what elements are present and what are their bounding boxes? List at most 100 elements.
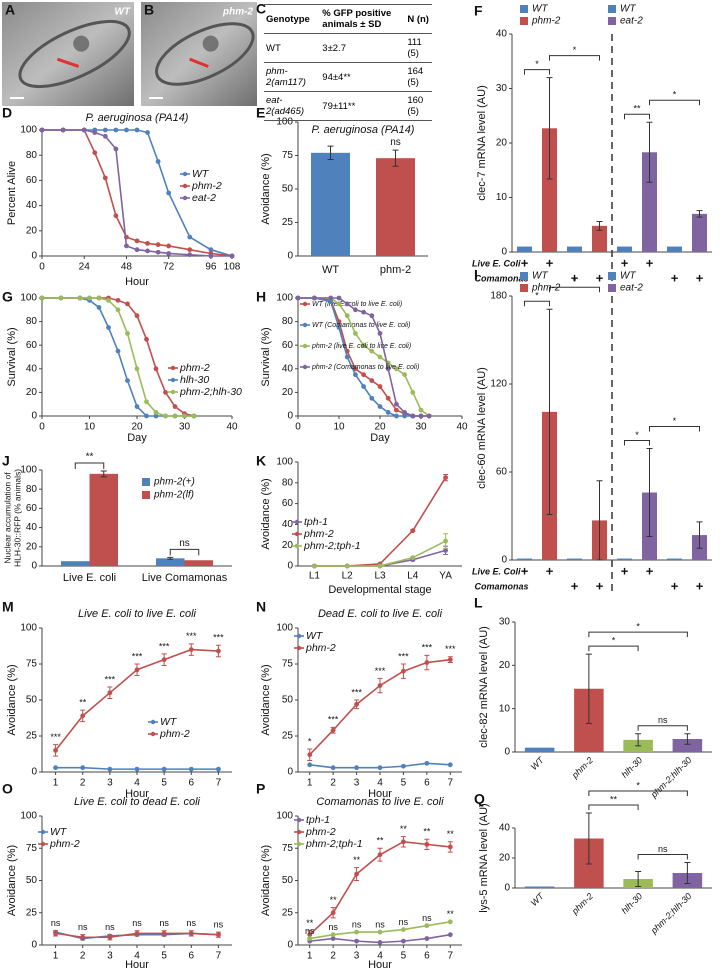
data-point: [418, 407, 424, 413]
x-axis-label: Hour: [368, 788, 392, 800]
data-point: [115, 307, 121, 313]
bar: [156, 558, 185, 566]
y-tick-label: 100: [276, 293, 293, 304]
condition-mark: +: [521, 255, 529, 270]
error-bar: [546, 77, 553, 180]
x-tick-label: 5: [161, 951, 167, 962]
y-axis-label: clec-82 mRNA level (AU): [478, 626, 490, 748]
data-point: [113, 146, 119, 152]
x-tick-label: Live E. coli: [63, 572, 116, 584]
data-point: [172, 404, 178, 409]
significance-label: *: [673, 416, 677, 426]
data-point: [80, 765, 86, 771]
legend-marker: [296, 817, 302, 823]
y-tick-label: 20: [496, 138, 508, 149]
condition-label: Live E. Coli: [472, 258, 521, 268]
y-tick-label: 50: [282, 875, 294, 886]
significance-label: ***: [186, 631, 197, 641]
data-point: [155, 249, 161, 255]
data-point: [107, 934, 113, 940]
significance-label: ns: [132, 918, 142, 928]
condition-mark: +: [646, 255, 654, 270]
bar: [517, 246, 532, 252]
data-point: [330, 932, 336, 938]
significance-label: ***: [159, 641, 170, 651]
table-cell: 160 (5): [405, 91, 432, 121]
condition-mark: +: [546, 563, 554, 578]
x-tick-label: 5: [161, 778, 167, 789]
x-tick-label: YA: [439, 571, 452, 582]
significance-label: **: [423, 827, 431, 837]
data-point: [330, 910, 336, 916]
data-point: [353, 372, 358, 378]
data-point: [77, 295, 83, 301]
significance-label: **: [330, 895, 338, 905]
image-caption: phm-2: [222, 7, 253, 18]
significance-bracket: [649, 99, 700, 106]
data-point: [377, 384, 383, 389]
legend-marker: [302, 364, 308, 370]
x-tick-label: 1: [53, 778, 59, 789]
chart-title: Comamonas to live E. coli: [316, 796, 444, 808]
bar: [667, 246, 682, 252]
data-point: [353, 307, 358, 313]
significance-label: ***: [328, 715, 339, 725]
y-tick-label: 60: [26, 340, 38, 351]
data-point: [163, 413, 168, 419]
series-line: [298, 297, 430, 417]
data-point: [401, 763, 406, 769]
y-tick-label: 100: [20, 811, 37, 822]
panel-letter: P: [256, 781, 265, 797]
panel-letter: I: [474, 267, 478, 283]
legend-label: phm-2: [179, 362, 210, 374]
chart-title: P. aeruginosa (PA14): [312, 124, 415, 136]
data-point: [307, 936, 313, 941]
chart-title: Dead E. coli to live E. coli: [318, 608, 443, 620]
condition-mark: +: [621, 563, 629, 578]
panel-letter: B: [144, 2, 154, 18]
data-point: [161, 930, 167, 936]
condition-label: Comamonas: [474, 273, 528, 283]
significance-label: ns: [78, 922, 88, 932]
x-tick-label: 7: [448, 951, 454, 962]
x-tick-label: 30: [415, 422, 427, 433]
y-axis-label: lys-5 mRNA level (AU): [478, 803, 490, 912]
data-point: [153, 410, 159, 415]
data-point: [96, 295, 102, 301]
data-point: [377, 683, 383, 688]
x-tick-label: 72: [163, 262, 175, 273]
x-tick-label: 1: [307, 951, 313, 962]
significance-label: **: [353, 855, 361, 865]
x-tick-label: 3: [107, 951, 113, 962]
table-cell: Genotype: [264, 4, 321, 34]
data-point: [312, 563, 317, 569]
data-point: [134, 238, 140, 244]
x-tick-label: 40: [456, 422, 468, 433]
data-point: [394, 413, 399, 419]
data-point: [377, 852, 383, 858]
data-point: [53, 748, 58, 753]
micrograph-detail: [18, 19, 131, 89]
x-tick-label: 96: [205, 262, 217, 273]
significance-label: ns: [658, 844, 668, 854]
data-point: [153, 413, 159, 419]
significance-label: ns: [658, 715, 668, 725]
series-line: [298, 297, 430, 417]
significance-bracket: [549, 286, 600, 293]
micrograph-detail: [155, 22, 255, 86]
significance-label: ***: [351, 687, 362, 697]
y-tick-label: 40: [496, 29, 508, 40]
data-point: [208, 247, 214, 253]
y-axis-label: clec-7 mRNA level (AU): [476, 85, 488, 201]
data-point: [144, 399, 149, 405]
image-caption: WT: [114, 7, 130, 18]
data-point: [336, 325, 342, 330]
significance-label: ***: [422, 643, 433, 653]
chart-title: P. aeruginosa (PA14): [86, 112, 189, 124]
legend-marker: [40, 829, 46, 835]
significance-bracket: [524, 300, 550, 307]
arrow: [189, 57, 209, 68]
table-cell: 3±2.7: [320, 33, 406, 63]
legend-label: WT: [160, 716, 178, 728]
y-tick-label: 75: [282, 843, 294, 854]
